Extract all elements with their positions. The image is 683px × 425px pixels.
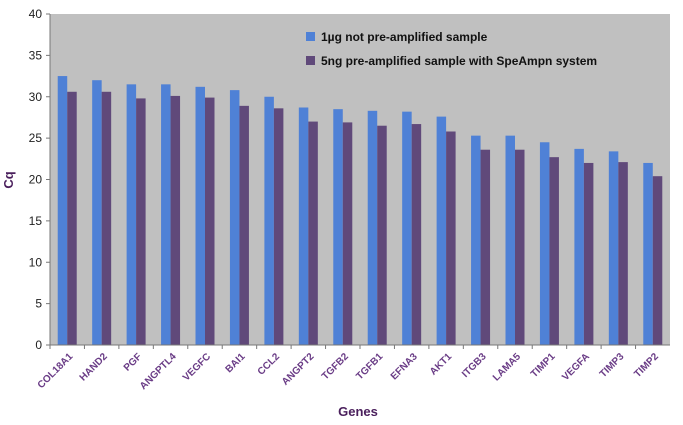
bar-tgfb1-series-2 xyxy=(377,125,387,346)
y-tick-label: 30 xyxy=(29,90,43,104)
y-tick-label: 40 xyxy=(29,7,43,21)
x-category-label: TIMP1 xyxy=(529,351,558,380)
bar-timp3-series-2 xyxy=(618,162,628,345)
x-category-label: BAI1 xyxy=(224,351,248,375)
bar-hand2-series-2 xyxy=(101,91,112,345)
x-category-label: CCL2 xyxy=(256,351,283,378)
bar-angpt2-series-2 xyxy=(308,121,318,345)
x-axis-title: Genes xyxy=(338,404,378,419)
x-category-label: ANGPTL4 xyxy=(138,351,179,392)
x-category-label: ITGB3 xyxy=(460,351,489,380)
legend: 1µg not pre-amplified sample 5ng pre-amp… xyxy=(306,30,597,68)
y-tick-label: 5 xyxy=(35,297,42,311)
x-category-label: TIMP2 xyxy=(632,351,661,380)
bar-vegfa-series-1 xyxy=(574,148,584,345)
bar-pgf-series-1 xyxy=(126,84,137,345)
y-tick-label: 25 xyxy=(29,131,43,145)
bar-ccl2-series-2 xyxy=(273,108,284,345)
y-tick-label: 35 xyxy=(29,48,43,62)
bar-lama5-series-2 xyxy=(515,149,525,345)
bar-ccl2-series-1 xyxy=(264,96,274,345)
bar-angpt2-series-1 xyxy=(298,107,309,345)
x-category-label: TGFB1 xyxy=(354,351,385,382)
bar-timp3-series-1 xyxy=(608,151,619,345)
x-category-label: EFNA3 xyxy=(389,351,420,382)
x-category-label: AKT1 xyxy=(428,351,455,378)
bar-col18a1-series-2 xyxy=(67,91,77,345)
legend-swatch-series-2 xyxy=(306,56,315,65)
bar-hand2-series-1 xyxy=(92,80,102,345)
bar-bai1-series-2 xyxy=(239,105,249,345)
bar-lama5-series-1 xyxy=(505,135,515,345)
bar-vegfc-series-1 xyxy=(195,86,205,345)
bar-itgb3-series-2 xyxy=(480,149,491,345)
bar-akt1-series-2 xyxy=(446,131,456,345)
y-axis-title: Cq xyxy=(1,171,16,188)
y-tick-label: 0 xyxy=(35,338,42,352)
bar-angptl4-series-2 xyxy=(170,95,181,345)
legend-label-series-2: 5ng pre-amplified sample with SpeAmpn sy… xyxy=(321,54,597,68)
x-category-label: LAMA5 xyxy=(491,351,523,383)
x-category-label: HAND2 xyxy=(78,351,110,383)
bar-efna3-series-2 xyxy=(411,124,422,345)
bar-col18a1-series-1 xyxy=(57,76,68,345)
y-tick-label: 20 xyxy=(29,173,43,187)
bar-tgfb2-series-1 xyxy=(333,109,343,345)
bar-bai1-series-1 xyxy=(229,90,240,345)
x-category-label: VEGFA xyxy=(560,351,592,383)
plot-area xyxy=(50,14,670,345)
bar-akt1-series-1 xyxy=(436,116,447,345)
bar-vegfa-series-2 xyxy=(583,162,594,345)
x-category-label: ANGPT2 xyxy=(280,351,317,388)
x-category-label: COL18A1 xyxy=(36,351,76,391)
bar-pgf-series-2 xyxy=(136,98,146,345)
bar-tgfb2-series-2 xyxy=(342,122,353,346)
bar-timp2-series-2 xyxy=(652,176,663,345)
bar-efna3-series-1 xyxy=(402,111,412,346)
bar-vegfc-series-2 xyxy=(205,97,215,345)
bar-itgb3-series-1 xyxy=(471,135,481,345)
bar-timp1-series-2 xyxy=(549,157,559,345)
x-category-label: PGF xyxy=(122,351,144,373)
y-tick-label: 15 xyxy=(29,214,43,228)
bar-timp2-series-1 xyxy=(643,162,653,345)
bar-angptl4-series-1 xyxy=(161,84,171,345)
y-tick-label: 10 xyxy=(29,255,43,269)
legend-swatch-series-1 xyxy=(306,32,315,41)
legend-label-series-1: 1µg not pre-amplified sample xyxy=(321,30,488,44)
bar-tgfb1-series-1 xyxy=(367,110,378,345)
bar-timp1-series-1 xyxy=(539,142,550,345)
x-category-label: TIMP3 xyxy=(598,351,627,380)
x-category-label: TGFB2 xyxy=(320,351,351,382)
x-category-label: VEGFC xyxy=(181,351,213,383)
